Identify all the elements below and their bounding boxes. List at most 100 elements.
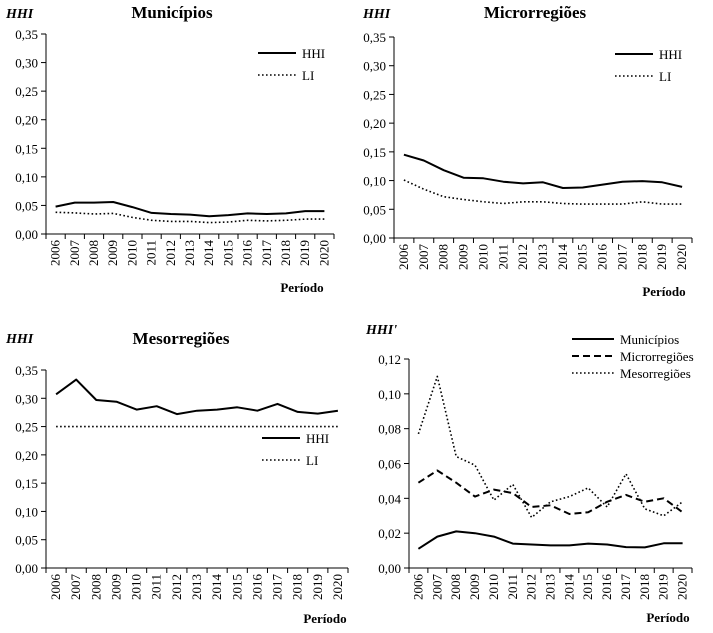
x-tick-label: 2019 <box>656 574 671 600</box>
y-tick-label: 0,12 <box>378 352 401 367</box>
y-tick-label: 0,00 <box>15 227 38 242</box>
y-tick-label: 0,35 <box>15 27 38 42</box>
x-tick-label: 2013 <box>189 574 204 600</box>
x-tick-label: 2018 <box>290 574 305 600</box>
x-tick-label: 2013 <box>182 240 197 266</box>
x-tick-label: 2008 <box>448 574 463 600</box>
x-tick-label: 2020 <box>330 574 345 600</box>
x-tick-label: 2018 <box>637 574 652 600</box>
y-tick-label: 0,15 <box>15 476 38 491</box>
series-line-li <box>403 179 683 205</box>
y-tick-label: 0,25 <box>15 84 38 99</box>
x-tick-label: 2014 <box>555 244 570 271</box>
y-tick-label: 0,25 <box>15 420 38 435</box>
x-tick-label: 2019 <box>310 574 325 600</box>
series-line-hhi <box>55 201 325 218</box>
y-tick-label: 0,08 <box>378 422 401 437</box>
y-tick-label: 0,30 <box>15 391 38 406</box>
y-tick-label: 0,02 <box>378 526 401 541</box>
y-axis-label: HHI' <box>365 323 397 338</box>
x-tick-label: 2011 <box>505 574 520 600</box>
x-tick-label: 2009 <box>456 244 471 270</box>
series-line-mesorregioes <box>417 375 684 519</box>
x-tick-label: 2016 <box>240 240 255 267</box>
x-tick-label: 2008 <box>86 240 101 266</box>
x-tick-label: 2010 <box>486 574 501 600</box>
x-axis-label: Período <box>646 610 689 625</box>
y-tick-label: 0,00 <box>15 561 38 576</box>
chart-title: Mesorregiões <box>133 329 230 348</box>
y-tick-label: 0,04 <box>378 491 401 506</box>
y-tick-label: 0,00 <box>378 561 401 576</box>
x-tick-label: 2009 <box>105 240 120 266</box>
x-tick-label: 2007 <box>416 244 431 271</box>
x-tick-label: 2007 <box>67 240 82 267</box>
y-axis-label: HHI <box>5 332 34 347</box>
x-tick-label: 2013 <box>535 244 550 270</box>
x-tick-label: 2016 <box>599 574 614 601</box>
y-tick-label: 0,05 <box>15 198 38 213</box>
y-tick-label: 0,35 <box>15 363 38 378</box>
x-tick-label: 2012 <box>524 574 539 600</box>
x-tick-label: 2016 <box>595 244 610 271</box>
x-tick-label: 2019 <box>654 244 669 270</box>
x-tick-label: 2006 <box>410 574 425 601</box>
series-line-microrregioes <box>417 469 684 515</box>
y-tick-label: 0,20 <box>363 116 386 131</box>
x-tick-label: 2014 <box>561 574 576 601</box>
x-tick-label: 2008 <box>88 574 103 600</box>
chart-panel-3: Mesorregiões HHI Período 0,00 0,05 0,10 0,15 0,… <box>5 329 349 626</box>
y-tick-label: 0,30 <box>363 59 386 74</box>
legend-label: Microrregiões <box>620 349 694 364</box>
x-tick-label: 2013 <box>543 574 558 600</box>
x-tick-label: 2020 <box>675 574 690 600</box>
x-tick-label: 2012 <box>515 244 530 270</box>
chart-panel-2: Microrregiões HHI Período 0,00 0,05 0,10 0,15 0… <box>362 3 693 299</box>
legend-label: HHI <box>306 431 329 446</box>
series-line-hhi <box>403 153 683 189</box>
x-tick-label: 2006 <box>396 244 411 271</box>
x-tick-label: 2015 <box>229 574 244 600</box>
y-tick-label: 0,10 <box>15 170 38 185</box>
x-tick-label: 2018 <box>278 240 293 266</box>
legend-label: LI <box>659 69 671 84</box>
y-tick-label: 0,15 <box>15 141 38 156</box>
chart-title: Municípios <box>131 3 213 22</box>
x-tick-label: 2016 <box>249 574 264 601</box>
x-tick-label: 2012 <box>169 574 184 600</box>
y-tick-label: 0,30 <box>15 56 38 71</box>
x-tick-label: 2011 <box>149 574 164 600</box>
x-axis-label: Período <box>642 284 685 299</box>
legend-label: LI <box>302 68 314 83</box>
x-tick-label: 2006 <box>48 574 63 601</box>
y-tick-label: 0,00 <box>363 231 386 246</box>
x-tick-label: 2008 <box>436 244 451 270</box>
y-tick-label: 0,10 <box>378 387 401 402</box>
legend-label: Municípios <box>620 332 679 347</box>
x-tick-label: 2010 <box>129 574 144 600</box>
y-tick-label: 0,10 <box>363 174 386 189</box>
y-tick-label: 0,05 <box>363 202 386 217</box>
x-tick-label: 2019 <box>297 240 312 266</box>
y-tick-label: 0,25 <box>363 87 386 102</box>
y-tick-label: 0,20 <box>15 448 38 463</box>
x-tick-label: 2017 <box>614 244 629 271</box>
chart-title: Microrregiões <box>484 3 587 22</box>
x-tick-label: 2017 <box>270 574 285 601</box>
x-axis-label: Período <box>303 611 346 626</box>
y-axis-label: HHI <box>362 7 391 22</box>
chart-panel-4: HHI' Período 0,00 0,02 0,04 0,06 0,08 0,10 0,12 2… <box>365 323 694 625</box>
x-tick-label: 2017 <box>618 574 633 601</box>
x-tick-label: 2012 <box>163 240 178 266</box>
x-tick-label: 2020 <box>316 240 331 266</box>
y-tick-label: 0,05 <box>15 533 38 548</box>
x-tick-label: 2015 <box>580 574 595 600</box>
x-tick-label: 2015 <box>575 244 590 270</box>
legend-label: Mesorregiões <box>620 366 691 381</box>
x-tick-label: 2010 <box>475 244 490 270</box>
legend-label: LI <box>306 453 318 468</box>
chart-panel-1: Municípios HHI Período 0,00 0,05 0,10 0,15 0,20… <box>5 3 335 295</box>
x-tick-label: 2020 <box>674 244 689 270</box>
